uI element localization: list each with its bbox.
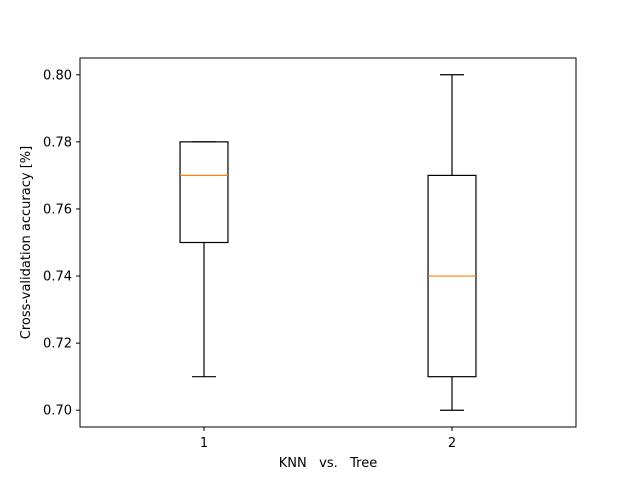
boxes-layer: [179, 74, 477, 411]
plot-frame: [79, 57, 577, 428]
x-tick-label: 1: [200, 436, 208, 451]
y-tick-label: 0.80: [43, 68, 72, 83]
x-axis-label: KNN vs. Tree: [279, 456, 377, 471]
x-tick-label: 2: [448, 436, 456, 451]
y-tick-label: 0.76: [43, 202, 72, 217]
box-group-1: [179, 141, 229, 378]
box-group-2: [427, 74, 477, 411]
y-tick-label: 0.74: [43, 270, 72, 285]
y-axis-ticks: 0.70 0.72 0.74 0.76 0.78 0.80: [43, 68, 80, 419]
y-tick-label: 0.72: [43, 337, 72, 352]
y-axis-label: Cross-validation accuracy [%]: [19, 146, 34, 339]
interquartile-box: [179, 141, 229, 244]
plot-area: [80, 58, 576, 427]
y-tick-label: 0.78: [43, 135, 72, 150]
y-tick-label: 0.70: [43, 404, 72, 419]
